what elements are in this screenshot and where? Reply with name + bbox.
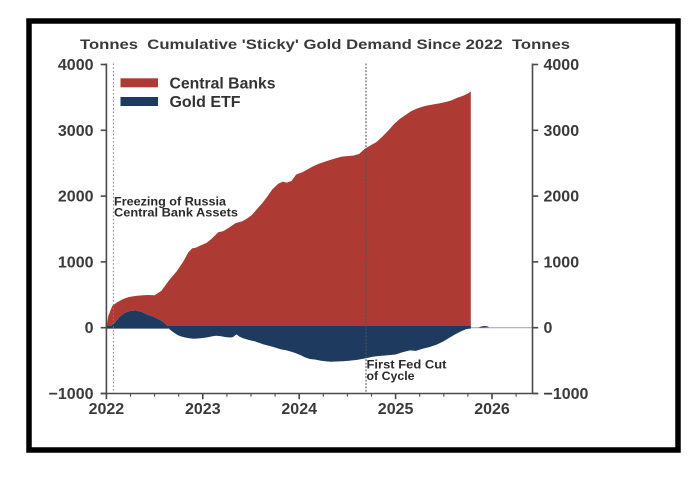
svg-text:0: 0 [85, 320, 94, 337]
svg-text:−1000: −1000 [49, 386, 94, 403]
svg-text:of Cycle: of Cycle [367, 369, 415, 383]
svg-text:1000: 1000 [58, 254, 94, 271]
svg-text:2025: 2025 [378, 401, 414, 418]
svg-text:−1000: −1000 [544, 386, 589, 403]
svg-text:2024: 2024 [281, 401, 317, 418]
svg-text:2000: 2000 [58, 189, 94, 206]
svg-text:4000: 4000 [58, 57, 94, 74]
svg-text:3000: 3000 [58, 123, 94, 140]
svg-text:Central Banks: Central Banks [170, 75, 276, 92]
svg-text:4000: 4000 [544, 57, 580, 74]
svg-text:2022: 2022 [89, 401, 125, 418]
svg-text:Gold ETF: Gold ETF [170, 94, 241, 111]
svg-text:2000: 2000 [544, 189, 580, 206]
svg-text:Central Bank Assets: Central Bank Assets [114, 206, 238, 220]
svg-text:1000: 1000 [544, 254, 580, 271]
svg-text:2026: 2026 [474, 401, 510, 418]
svg-text:0: 0 [544, 320, 553, 337]
svg-text:3000: 3000 [544, 123, 580, 140]
svg-text:2023: 2023 [185, 401, 221, 418]
svg-text:Freezing of Russia: Freezing of Russia [114, 195, 226, 209]
svg-text:First Fed Cut: First Fed Cut [367, 358, 447, 372]
svg-text:Tonnes Cumulative 'Sticky' Go: Tonnes Cumulative 'Sticky' Gold Demand S… [80, 36, 570, 52]
